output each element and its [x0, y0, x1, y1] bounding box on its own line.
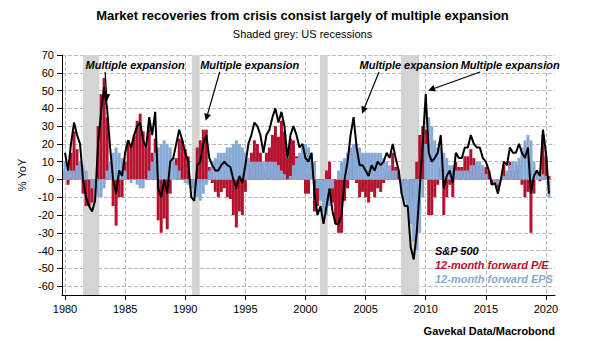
svg-text:Multiple expansion: Multiple expansion	[86, 59, 185, 71]
svg-text:1990: 1990	[173, 303, 197, 315]
svg-text:-40: -40	[38, 245, 54, 257]
svg-text:2005: 2005	[353, 303, 377, 315]
svg-text:12-month forward P/E: 12-month forward P/E	[435, 259, 549, 271]
svg-text:-10: -10	[38, 191, 54, 203]
svg-text:Multiple expansion: Multiple expansion	[200, 59, 299, 71]
svg-text:-50: -50	[38, 262, 54, 274]
svg-text:60: 60	[42, 67, 54, 79]
svg-text:1985: 1985	[113, 303, 137, 315]
svg-text:0: 0	[48, 173, 54, 185]
svg-text:1980: 1980	[53, 303, 77, 315]
svg-text:2020: 2020	[534, 303, 558, 315]
svg-text:1995: 1995	[233, 303, 257, 315]
svg-text:2010: 2010	[413, 303, 437, 315]
svg-text:12-month forward EPS: 12-month forward EPS	[435, 273, 554, 285]
svg-text:S&P 500: S&P 500	[435, 245, 480, 257]
svg-text:40: 40	[42, 102, 54, 114]
svg-text:% YoY: % YoY	[16, 158, 28, 191]
svg-text:50: 50	[42, 85, 54, 97]
svg-text:30: 30	[42, 120, 54, 132]
svg-text:Gavekal Data/Macrobond: Gavekal Data/Macrobond	[424, 325, 555, 337]
svg-text:Multiple expansion: Multiple expansion	[461, 59, 560, 71]
svg-text:Multiple expansion: Multiple expansion	[360, 59, 459, 71]
svg-text:-60: -60	[38, 280, 54, 292]
svg-text:Market recoveries from crisis: Market recoveries from crisis consist la…	[96, 8, 509, 23]
svg-text:-30: -30	[38, 227, 54, 239]
svg-text:2000: 2000	[293, 303, 317, 315]
svg-text:Shaded grey: US recessions: Shaded grey: US recessions	[233, 28, 373, 40]
svg-text:-20: -20	[38, 209, 54, 221]
svg-text:2015: 2015	[474, 303, 498, 315]
svg-text:20: 20	[42, 138, 54, 150]
svg-text:10: 10	[42, 156, 54, 168]
svg-text:70: 70	[42, 49, 54, 61]
